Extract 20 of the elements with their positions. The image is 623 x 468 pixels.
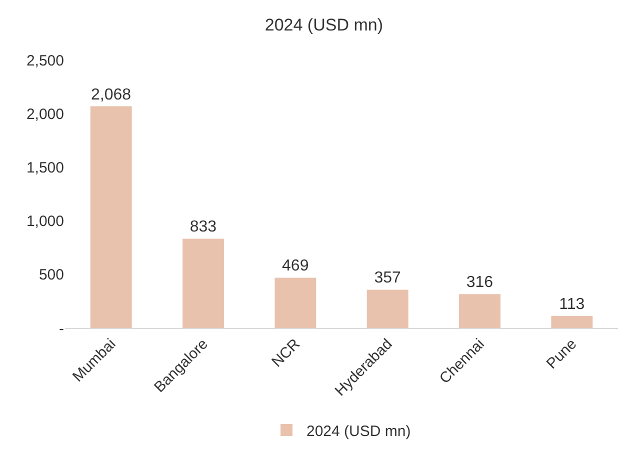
bar bbox=[90, 106, 132, 328]
y-tick-label: 500 bbox=[38, 266, 64, 284]
bar bbox=[551, 316, 593, 328]
bar bbox=[459, 294, 500, 328]
y-tick-label: - bbox=[59, 320, 64, 338]
legend-label: 2024 (USD mn) bbox=[306, 422, 411, 440]
data-label: 113 bbox=[559, 296, 585, 313]
data-label: 357 bbox=[374, 270, 401, 287]
data-label: 2,068 bbox=[91, 86, 132, 104]
bar bbox=[274, 278, 316, 328]
bar bbox=[366, 290, 408, 328]
y-tick-label: 2,500 bbox=[26, 52, 64, 70]
chart-title: 2024 (USD mn) bbox=[264, 16, 384, 35]
y-tick-label: 1,500 bbox=[26, 159, 64, 176]
data-label: 316 bbox=[466, 274, 494, 292]
bar bbox=[182, 238, 224, 328]
y-tick-label: 2,000 bbox=[26, 106, 64, 123]
data-label: 833 bbox=[190, 218, 217, 236]
y-tick-label: 1,000 bbox=[26, 213, 64, 230]
data-label: 469 bbox=[282, 258, 309, 275]
